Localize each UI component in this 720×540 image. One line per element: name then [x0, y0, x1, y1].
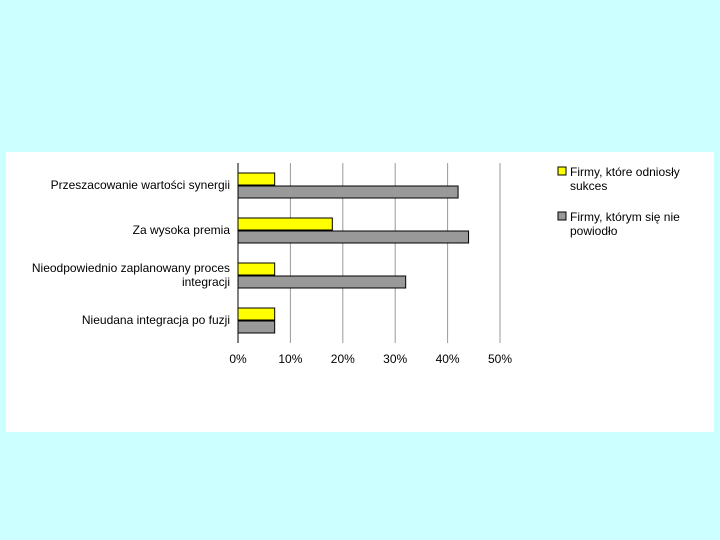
- x-tick-label: 20%: [331, 352, 355, 366]
- legend-swatch: [557, 211, 567, 221]
- x-tick-label: 50%: [488, 352, 512, 366]
- bar: [237, 217, 333, 231]
- y-tick-label: Przeszacowanie wartości synergii: [50, 178, 230, 192]
- legend-swatch: [557, 166, 567, 176]
- bar: [237, 172, 276, 186]
- bar: [237, 307, 276, 321]
- bar: [237, 230, 470, 244]
- bar: [237, 262, 276, 276]
- legend-label: Firmy, które odniosły sukces: [570, 165, 680, 193]
- y-tick-label: Nieodpowiednio zaplanowany proces integr…: [31, 261, 230, 289]
- x-tick-label: 40%: [436, 352, 460, 366]
- legend-label: Firmy, którym się nie powiodło: [570, 210, 680, 238]
- y-tick-label: Za wysoka premia: [132, 223, 230, 237]
- bar: [237, 320, 276, 334]
- chart-area: [6, 152, 714, 432]
- x-tick-label: 10%: [278, 352, 302, 366]
- y-tick-label: Nieudana integracja po fuzji: [81, 313, 230, 327]
- bar: [237, 185, 459, 199]
- x-tick-label: 30%: [383, 352, 407, 366]
- bar: [237, 275, 407, 289]
- x-tick-label: 0%: [229, 352, 247, 366]
